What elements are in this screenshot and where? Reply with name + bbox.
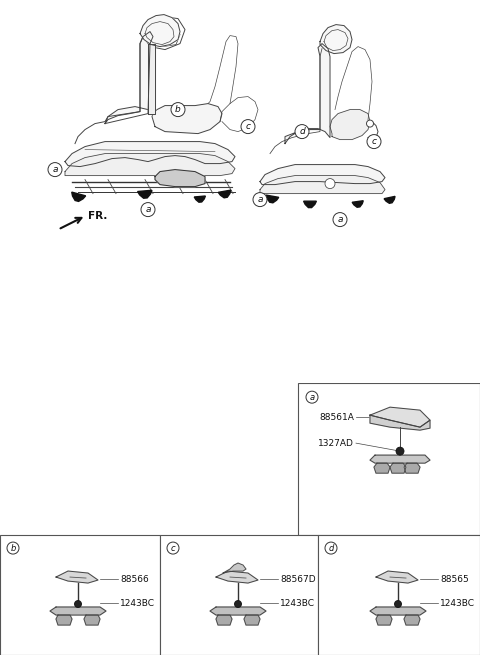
Circle shape [395,601,401,608]
Polygon shape [140,14,180,47]
Polygon shape [56,615,72,625]
Circle shape [141,202,155,217]
Polygon shape [370,607,426,615]
Polygon shape [218,190,231,198]
Bar [318,535,480,655]
Circle shape [48,162,62,177]
Text: a: a [257,195,263,204]
Polygon shape [260,164,385,185]
Polygon shape [320,25,352,54]
Text: 1243BC: 1243BC [280,599,315,608]
Bar [160,535,318,655]
Polygon shape [244,615,260,625]
Circle shape [74,601,82,608]
Polygon shape [376,615,392,625]
Polygon shape [285,44,330,143]
Text: 1327AD: 1327AD [318,439,354,447]
Polygon shape [65,153,235,176]
Circle shape [295,124,309,139]
Polygon shape [65,141,235,166]
Polygon shape [260,176,385,194]
Text: a: a [145,205,151,214]
Bar [0,535,160,655]
Text: b: b [175,105,181,114]
Text: d: d [328,544,334,553]
Circle shape [253,193,267,206]
Circle shape [325,179,335,189]
Circle shape [235,601,241,608]
Polygon shape [384,196,395,203]
Polygon shape [138,190,152,198]
Text: 88566: 88566 [120,574,149,584]
Polygon shape [216,571,258,583]
Polygon shape [72,192,85,201]
Polygon shape [330,109,370,140]
Text: c: c [245,122,251,131]
Polygon shape [50,607,106,615]
Circle shape [241,120,255,134]
Polygon shape [56,571,98,583]
Polygon shape [223,563,246,573]
Text: a: a [337,215,343,224]
Circle shape [367,134,381,149]
Circle shape [306,391,318,403]
Polygon shape [210,607,266,615]
Circle shape [367,120,373,127]
Text: 88561A: 88561A [319,413,354,422]
Polygon shape [370,407,430,427]
Polygon shape [84,615,100,625]
Text: 1243BC: 1243BC [440,599,475,608]
Polygon shape [374,463,390,473]
Text: 1243BC: 1243BC [120,599,155,608]
Polygon shape [390,463,406,473]
Text: a: a [310,392,314,402]
Circle shape [325,542,337,554]
Circle shape [396,447,404,455]
Text: d: d [299,127,305,136]
Polygon shape [376,571,418,583]
Polygon shape [370,415,430,430]
Text: c: c [372,137,376,146]
Bar [298,383,480,535]
Polygon shape [266,195,279,203]
Polygon shape [155,170,205,187]
Polygon shape [370,455,430,463]
Polygon shape [216,615,232,625]
Polygon shape [304,201,316,208]
Polygon shape [152,103,222,134]
Polygon shape [194,196,205,202]
Text: c: c [171,544,175,553]
Polygon shape [148,44,155,113]
Polygon shape [352,200,363,207]
Polygon shape [404,463,420,473]
Circle shape [333,213,347,227]
Circle shape [171,103,185,117]
Circle shape [7,542,19,554]
Text: b: b [10,544,16,553]
Text: 88567D: 88567D [280,574,316,584]
Polygon shape [404,615,420,625]
Text: FR.: FR. [88,211,108,221]
Polygon shape [105,37,152,124]
Text: a: a [52,165,58,174]
Text: 88565: 88565 [440,574,469,584]
Circle shape [167,542,179,554]
